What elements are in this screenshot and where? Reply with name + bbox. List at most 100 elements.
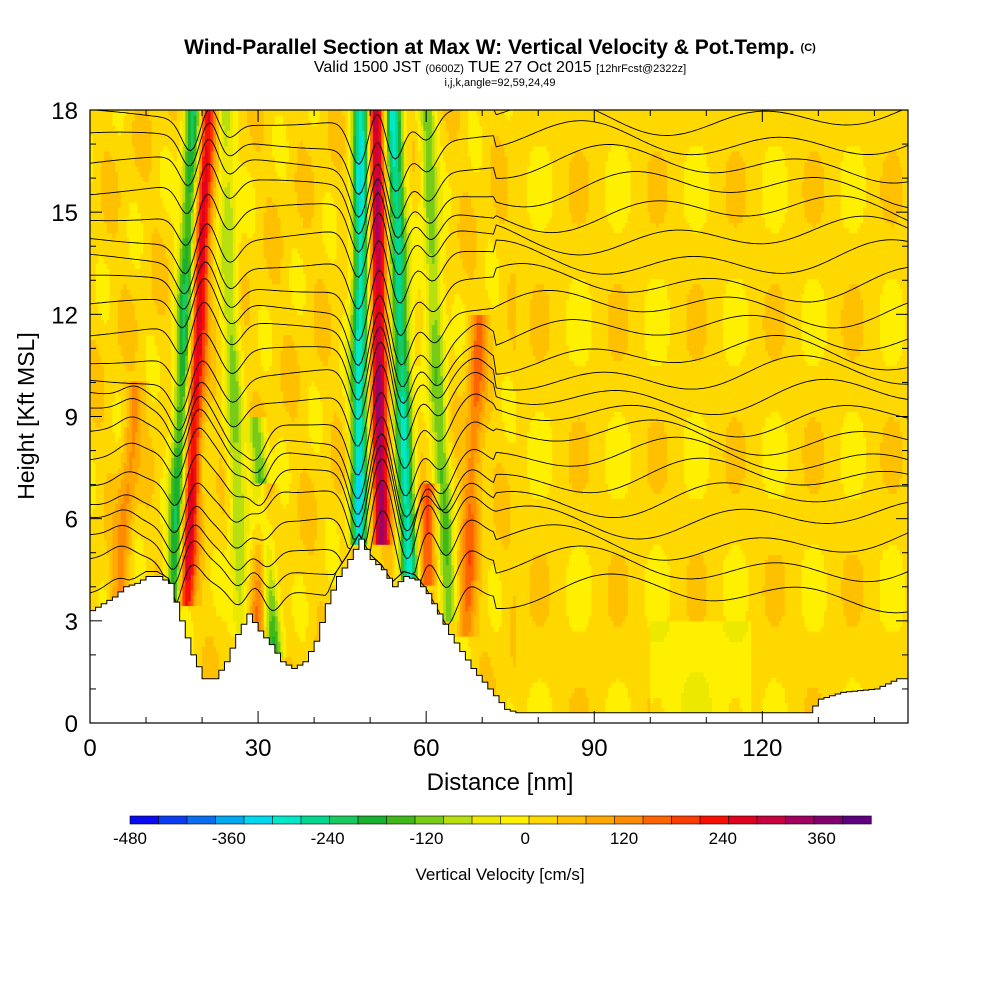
- colorbar-swatch: [158, 815, 188, 825]
- velocity-cell: [386, 314, 391, 351]
- velocity-cell: [585, 482, 590, 556]
- theta-contour-line: [90, 427, 908, 518]
- velocity-cell: [851, 232, 856, 285]
- velocity-cell: [700, 620, 705, 673]
- velocity-cell: [619, 145, 623, 234]
- velocity-cell: [188, 110, 192, 193]
- velocity-cell: [227, 452, 231, 489]
- velocity-cell: [658, 620, 663, 642]
- velocity-cell: [725, 554, 730, 622]
- velocity-cell: [888, 222, 892, 280]
- velocity-cell: [392, 258, 396, 295]
- velocity-cell: [689, 355, 693, 418]
- velocity-cell: [893, 631, 898, 688]
- velocity-cell: [193, 554, 198, 576]
- velocity-cell: [683, 620, 688, 683]
- velocity-cell: [95, 344, 100, 428]
- velocity-cell: [227, 518, 231, 632]
- velocity-cell: [196, 237, 200, 264]
- velocity-cell: [297, 145, 301, 213]
- velocity-cell: [667, 620, 671, 632]
- velocity-cell: [504, 217, 509, 377]
- velocity-cell: [751, 110, 755, 723]
- velocity-cell: [874, 110, 878, 723]
- velocity-cell: [487, 314, 492, 423]
- velocity-cell: [417, 110, 422, 121]
- velocity-cell: [204, 421, 209, 637]
- velocity-cell: [330, 110, 335, 162]
- velocity-cell: [356, 329, 360, 469]
- velocity-cell: [487, 110, 492, 239]
- velocity-cell: [322, 283, 326, 367]
- velocity-cell: [879, 620, 884, 714]
- velocity-cell: [274, 442, 279, 484]
- velocity-cell: [434, 125, 438, 167]
- velocity-cell: [647, 110, 651, 162]
- velocity-cell: [588, 615, 593, 723]
- velocity-cell: [846, 625, 850, 683]
- velocity-cell: [95, 263, 100, 305]
- velocity-cell: [622, 620, 626, 683]
- velocity-cell: [622, 355, 626, 418]
- velocity-cell: [143, 503, 147, 556]
- velocity-cell: [440, 375, 444, 469]
- velocity-cell: [109, 472, 114, 612]
- velocity-cell: [308, 155, 312, 229]
- velocity-cell: [294, 416, 298, 576]
- velocity-cell: [647, 283, 651, 361]
- velocity-cell: [199, 554, 203, 607]
- velocity-cell: [406, 339, 410, 372]
- velocity-cell: [356, 161, 360, 193]
- velocity-cell: [504, 155, 509, 218]
- velocity-cell: [356, 467, 360, 525]
- velocity-cell: [132, 523, 136, 622]
- velocity-cell: [697, 411, 702, 499]
- colorbar-swatch: [357, 815, 388, 825]
- velocity-cell: [372, 406, 377, 448]
- velocity-cell: [613, 232, 618, 285]
- velocity-cell: [664, 554, 668, 622]
- velocity-cell: [812, 687, 817, 723]
- velocity-cell: [888, 278, 892, 367]
- colorbar-swatch: [272, 815, 302, 825]
- velocity-cell: [448, 518, 452, 622]
- velocity-cell: [781, 615, 786, 688]
- velocity-cell: [210, 559, 214, 591]
- velocity-cell: [90, 135, 94, 183]
- velocity-cell: [655, 697, 660, 723]
- velocity-cell: [347, 110, 352, 305]
- velocity-cell: [386, 544, 391, 576]
- velocity-cell: [681, 620, 685, 693]
- velocity-cell: [745, 631, 749, 723]
- velocity-cell: [182, 518, 186, 535]
- velocity-cell: [165, 304, 170, 438]
- velocity-cell: [613, 360, 618, 412]
- velocity-cell: [132, 370, 136, 382]
- velocity-cell: [616, 232, 621, 285]
- velocity-cell: [465, 488, 469, 520]
- velocity-cell: [308, 385, 312, 438]
- velocity-cell: [157, 314, 161, 356]
- velocity-cell: [686, 150, 691, 223]
- velocity-cell: [90, 339, 94, 418]
- velocity-cell: [190, 411, 195, 469]
- velocity-cell: [583, 365, 587, 423]
- velocity-cell: [479, 380, 483, 412]
- velocity-cell: [244, 232, 248, 275]
- velocity-cell: [216, 472, 220, 494]
- velocity-cell: [625, 493, 629, 566]
- x-tick-label: 90: [581, 735, 608, 762]
- velocity-cell: [386, 110, 391, 137]
- velocity-cell: [745, 344, 749, 566]
- velocity-cell: [431, 324, 436, 402]
- velocity-cell: [535, 682, 539, 723]
- velocity-cell: [106, 110, 111, 152]
- velocity-cell: [168, 447, 172, 469]
- velocity-cell: [899, 625, 903, 704]
- velocity-cell: [725, 360, 730, 428]
- velocity-cell: [725, 283, 730, 361]
- velocity-cell: [263, 508, 268, 627]
- velocity-cell: [683, 482, 688, 622]
- velocity-cell: [202, 385, 206, 402]
- velocity-cell: [703, 344, 707, 423]
